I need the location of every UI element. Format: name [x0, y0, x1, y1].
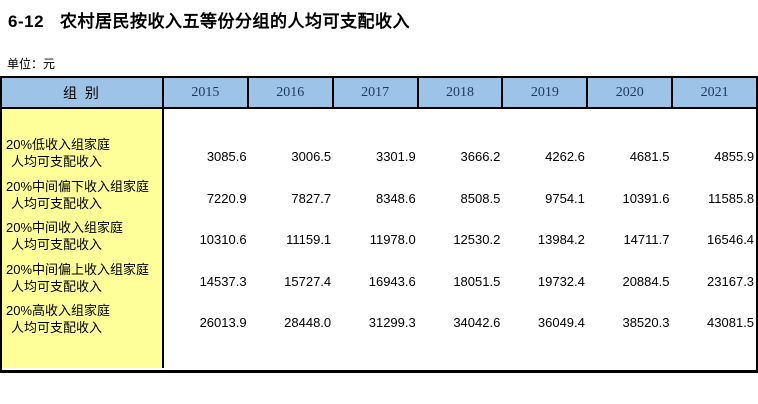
column-header-year-2019: 2019 [503, 78, 589, 107]
value-cell: 4855.9 [714, 149, 755, 165]
page-title: 6-12 农村居民按收入五等份分组的人均可支配收入 [8, 7, 410, 32]
column-header-year-2018: 2018 [419, 78, 504, 107]
value-cell: 8508.5 [460, 190, 501, 206]
data-table: 组 别 2015 2016 2017 2018 2019 2020 2021 2… [0, 76, 758, 373]
value-cell: 38520.3 [622, 315, 670, 331]
group-label-column: 20%低收入组家庭 人均可支配收入 20%中间偏下收入组家庭 人均可支配收入 2… [2, 109, 164, 368]
value-cell: 3301.9 [375, 149, 416, 165]
value-cell: 10310.6 [199, 232, 247, 248]
value-cell: 3006.5 [291, 149, 332, 165]
value-cell: 18051.5 [453, 273, 501, 289]
value-cell: 7827.7 [291, 190, 332, 206]
values-area: 3085.6 3006.5 3301.9 3666.2 4262.6 4681.… [164, 109, 756, 368]
table-row-low-income: 3085.6 3006.5 3301.9 3666.2 4262.6 4681.… [164, 136, 756, 178]
row-label-line2: 人均可支配收入 [11, 278, 103, 294]
row-label-middle-income: 20%中间收入组家庭 人均可支配收入 [2, 219, 162, 261]
column-header-year-2020: 2020 [588, 78, 674, 107]
table-body: 20%低收入组家庭 人均可支配收入 20%中间偏下收入组家庭 人均可支配收入 2… [2, 109, 756, 368]
value-cell: 36049.4 [537, 315, 585, 331]
value-cell: 15727.4 [284, 273, 332, 289]
row-label-upper-middle-income: 20%中间偏上收入组家庭 人均可支配收入 [2, 261, 162, 303]
column-header-year-2016: 2016 [249, 78, 334, 107]
table-row-middle-income: 10310.6 11159.1 11978.0 12530.2 13984.2 … [164, 219, 756, 261]
table-row-upper-middle-income: 14537.3 15727.4 16943.6 18051.5 19732.4 … [164, 261, 756, 303]
value-cell: 28448.0 [284, 315, 332, 331]
value-cell: 4262.6 [545, 149, 585, 165]
value-cell: 13984.2 [537, 232, 585, 248]
table-row-high-income: 26013.9 28448.0 31299.3 34042.6 36049.4 … [164, 302, 756, 344]
row-label-low-income: 20%低收入组家庭 人均可支配收入 [2, 136, 162, 178]
row-label-line1: 20%中间偏下收入组家庭 [6, 178, 150, 194]
value-cell: 9754.1 [545, 190, 585, 206]
value-cell: 12530.2 [453, 232, 501, 248]
row-label-line2: 人均可支配收入 [11, 320, 103, 335]
row-label-lower-middle-income: 20%中间偏下收入组家庭 人均可支配收入 [2, 178, 162, 220]
table-title-text: 农村居民按收入五等份分组的人均可支配收入 [60, 12, 411, 31]
row-label-line2: 人均可支配收入 [11, 237, 103, 252]
table-number: 6-12 [8, 12, 45, 31]
value-cell: 11585.8 [708, 190, 755, 206]
value-cell: 16546.4 [707, 232, 755, 248]
table-header-row: 组 别 2015 2016 2017 2018 2019 2020 2021 [2, 78, 756, 109]
value-cell: 31299.3 [368, 315, 416, 331]
row-label-high-income: 20%高收入组家庭 人均可支配收入 [2, 302, 162, 344]
value-cell: 3085.6 [206, 149, 247, 165]
row-label-line2: 人均可支配收入 [11, 154, 103, 169]
row-label-line1: 20%高收入组家庭 [6, 303, 111, 318]
value-cell: 4681.5 [629, 149, 670, 165]
value-cell: 8348.6 [375, 190, 416, 206]
value-cell: 3666.2 [460, 149, 501, 165]
row-label-line2: 人均可支配收入 [11, 195, 103, 211]
value-cell: 23167.3 [707, 273, 755, 289]
value-cell: 19732.4 [537, 273, 585, 289]
value-cell: 20884.5 [622, 273, 670, 289]
column-header-year-2021: 2021 [700, 84, 729, 100]
row-label-line1: 20%中间收入组家庭 [6, 220, 124, 235]
value-cell: 16943.6 [368, 273, 416, 289]
value-cell: 10391.6 [622, 190, 670, 206]
value-cell: 11159.1 [286, 232, 332, 248]
value-cell: 14711.7 [623, 232, 670, 248]
table-row-lower-middle-income: 7220.9 7827.7 8348.6 8508.5 9754.1 10391… [164, 178, 756, 220]
value-cell: 11978.0 [369, 232, 416, 248]
value-cell: 7220.9 [206, 190, 247, 206]
row-label-line1: 20%中间偏上收入组家庭 [6, 261, 150, 277]
column-header-year-2015: 2015 [164, 78, 249, 107]
value-cell: 34042.6 [453, 315, 501, 331]
unit-label: 单位：元 [7, 57, 56, 71]
row-label-line1: 20%低收入组家庭 [6, 137, 111, 152]
value-cell: 26013.9 [199, 315, 247, 331]
value-cell: 14537.3 [199, 273, 247, 289]
column-header-year-2017: 2017 [334, 78, 419, 107]
column-header-group: 组 别 [2, 78, 164, 107]
value-cell: 43081.5 [707, 315, 755, 331]
